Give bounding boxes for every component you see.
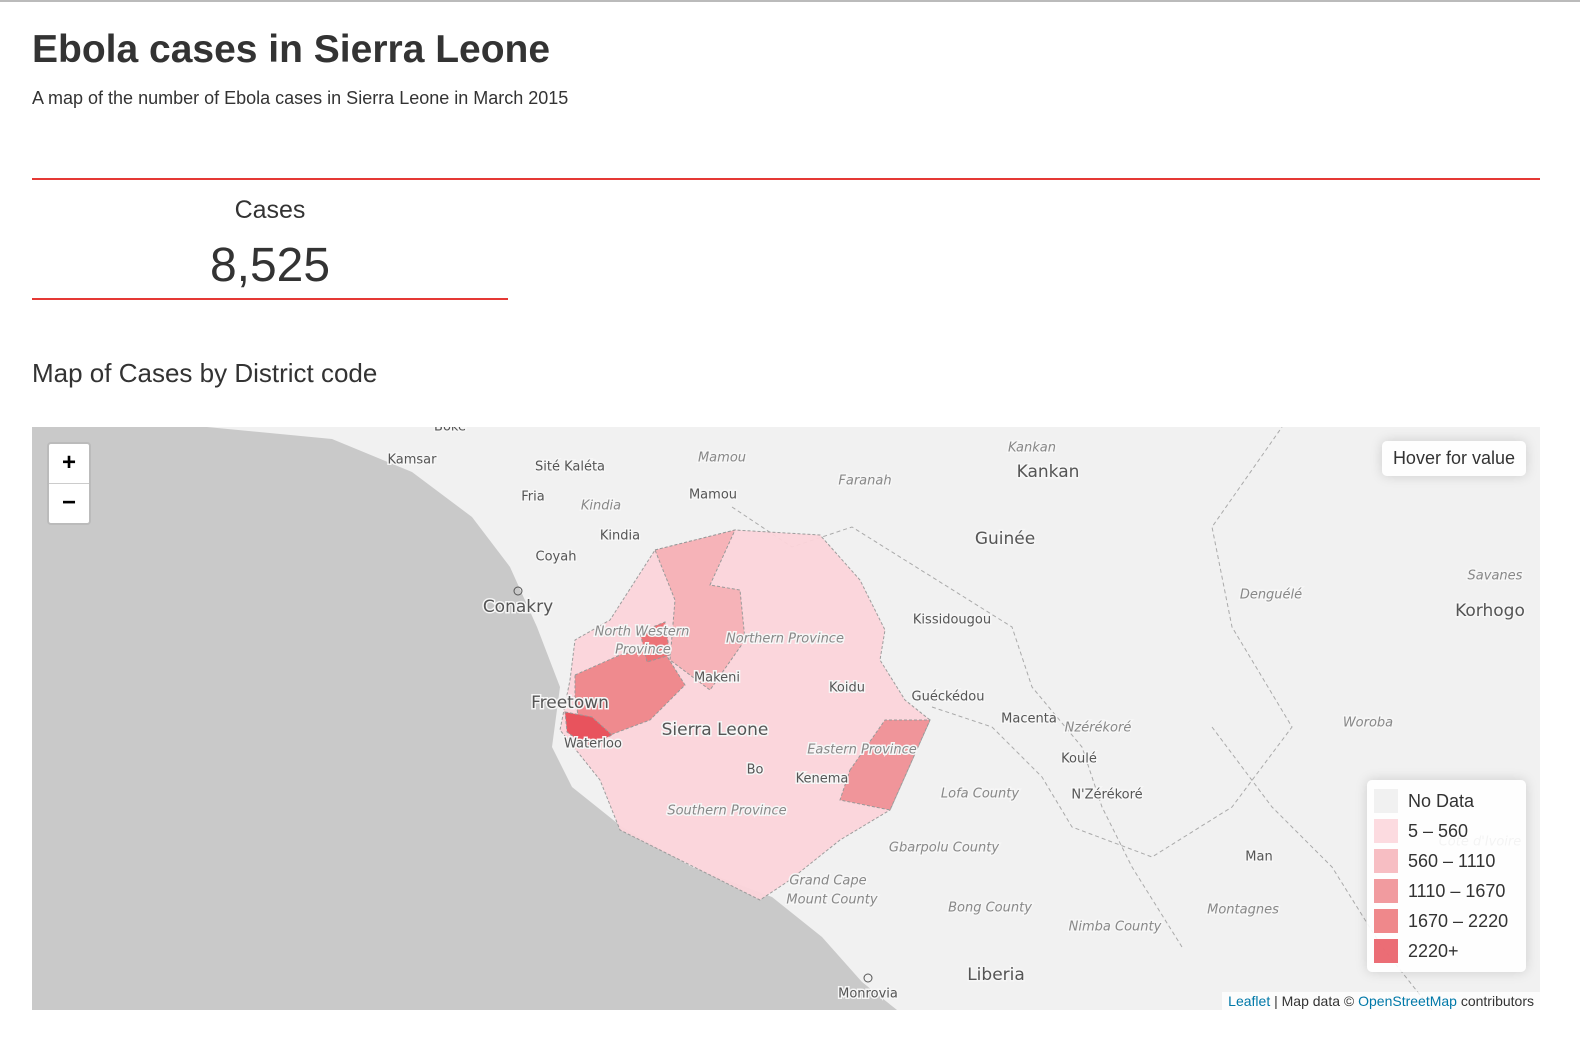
districts <box>559 529 931 901</box>
legend-label: No Data <box>1408 790 1475 811</box>
osm-link[interactable]: OpenStreetMap <box>1358 993 1457 1009</box>
legend-item: 5 – 560 <box>1374 816 1519 846</box>
subtitle: A map of the number of Ebola cases in Si… <box>32 88 569 108</box>
place-label: Grand Cape <box>789 874 866 889</box>
borders <box>731 427 1433 1010</box>
legend-label: 1110 – 1670 <box>1408 880 1506 901</box>
attribution-text: | Map data © <box>1270 993 1359 1009</box>
info-box: Hover for value <box>1381 441 1526 476</box>
zoom-in[interactable]: + <box>61 449 76 476</box>
legend-swatch <box>1374 939 1398 963</box>
legend-swatch <box>1374 879 1398 903</box>
attribution: Leaflet | Map data © OpenStreetMap contr… <box>1222 992 1540 1010</box>
district[interactable] <box>574 644 686 736</box>
district[interactable] <box>564 711 613 748</box>
place-label: Kindia <box>600 529 640 544</box>
legend-label: 1670 – 2220 <box>1408 910 1509 931</box>
place-label: Boke <box>434 427 466 435</box>
place-label: Coyah <box>536 550 577 565</box>
divider <box>32 298 508 300</box>
city-marker <box>863 973 873 983</box>
place-label: Woroba <box>1343 716 1393 731</box>
place-label: Southern Province <box>667 804 786 819</box>
place-label: Korhogo <box>1455 601 1525 621</box>
place-label: Montagnes <box>1207 903 1279 918</box>
legend-label: 5 – 560 <box>1408 820 1469 841</box>
legend-label: 2220+ <box>1408 940 1459 961</box>
place-label: Mamou <box>689 488 737 503</box>
place-label: Kankan <box>1008 441 1056 456</box>
place-label: Bong County <box>948 901 1032 916</box>
place-label: Province <box>615 643 671 658</box>
legend-swatch <box>1374 819 1398 843</box>
legend: No Data 5 – 560 560 – 1110 1110 – 1670 1670 … <box>1367 780 1526 972</box>
place-label: Eastern Province <box>807 743 917 758</box>
place-label: Lofa County <box>941 787 1019 802</box>
place-label: Kissidougou <box>913 613 991 628</box>
legend-swatch <box>1374 849 1398 873</box>
place-label: North Western <box>595 625 690 640</box>
legend-swatch <box>1374 909 1398 933</box>
leaflet-link[interactable]: Leaflet <box>1228 993 1271 1009</box>
top-border <box>0 0 1580 2</box>
place-label: Koidu <box>829 681 865 696</box>
place-label: Conakry <box>483 597 553 617</box>
kpi-label: Cases <box>234 196 306 224</box>
legend-item: 560 – 1110 <box>1374 846 1519 876</box>
legend-item: No Data <box>1374 786 1519 816</box>
place-label: Denguélé <box>1240 588 1302 603</box>
map-layer: Boke Kamsar Sité Kaléta Fria Mamou Mamou Kindi… <box>32 427 1526 1010</box>
section-title: Map of Cases by District code <box>32 358 378 388</box>
divider <box>32 178 1540 180</box>
place-label: Kankan <box>1017 462 1080 482</box>
place-label: Macenta <box>1001 712 1057 727</box>
place-label: Man <box>1245 850 1272 865</box>
place-label: Northern Province <box>726 632 844 647</box>
place-label: Makeni <box>694 671 740 686</box>
place-label: Freetown <box>531 693 609 713</box>
place-label: Waterloo <box>564 737 622 752</box>
place-label: N'Zérékoré <box>1071 788 1142 803</box>
district[interactable] <box>839 719 931 811</box>
place-label: Guinée <box>975 529 1035 549</box>
district[interactable] <box>654 529 746 691</box>
legend-item: 1670 – 2220 <box>1374 906 1519 936</box>
attribution-text: contributors <box>1456 993 1534 1009</box>
place-label: Sierra Leone <box>662 720 769 740</box>
legend-label: 560 – 1110 <box>1408 850 1496 871</box>
place-label: Faranah <box>838 474 891 489</box>
place-label: Guéckédou <box>912 690 985 705</box>
place-label: Bo <box>747 763 764 778</box>
zoom-out[interactable]: − <box>49 483 89 523</box>
place-label: Nzérékoré <box>1065 721 1132 736</box>
zoom-control: + − <box>47 442 91 525</box>
place-label: Mount County <box>786 893 877 908</box>
district[interactable] <box>639 621 671 663</box>
kpi-value: 8,525 <box>209 239 331 292</box>
place-label: Koulé <box>1061 752 1097 767</box>
district[interactable] <box>559 529 931 901</box>
page-title: Ebola cases in Sierra Leone <box>32 28 551 71</box>
legend-item: 2220+ <box>1374 936 1519 966</box>
place-label: Kindia <box>581 499 621 514</box>
place-label: Liberia <box>967 965 1025 985</box>
place-label: Fria <box>521 490 544 505</box>
legend-item: 1110 – 1670 <box>1374 876 1519 906</box>
place-label: Kenema <box>796 772 849 787</box>
place-label: Monrovia <box>838 987 898 1002</box>
map[interactable]: Boke Kamsar Sité Kaléta Fria Mamou Mamou Kindi… <box>32 427 1540 1010</box>
place-label: Sité Kaléta <box>535 460 605 475</box>
place-label: Mamou <box>698 451 746 466</box>
city-marker <box>513 586 523 596</box>
place-label: Kamsar <box>387 453 437 468</box>
ocean <box>32 427 897 1010</box>
legend-swatch <box>1374 789 1398 813</box>
place-label: Savanes <box>1468 569 1523 584</box>
place-label: Nimba County <box>1069 920 1162 935</box>
place-labels: Boke Kamsar Sité Kaléta Fria Mamou Mamou Kindi… <box>386 427 1526 1003</box>
place-label: Gbarpolu County <box>889 841 999 856</box>
